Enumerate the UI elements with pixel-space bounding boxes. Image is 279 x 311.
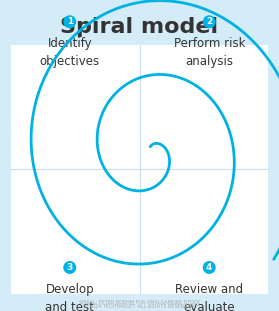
FancyBboxPatch shape xyxy=(11,45,268,294)
Text: SPIRAL: PETER BOEHM FOR AMALGAMORE STOCK: SPIRAL: PETER BOEHM FOR AMALGAMORE STOCK xyxy=(79,300,200,305)
Text: Review and
evaluate: Review and evaluate xyxy=(175,283,243,311)
Text: 1: 1 xyxy=(67,17,73,26)
Text: 3: 3 xyxy=(67,263,73,272)
Text: Identify
objectives: Identify objectives xyxy=(40,37,100,68)
Text: 4: 4 xyxy=(206,263,212,272)
Text: Develop
and test: Develop and test xyxy=(45,283,94,311)
Text: ©2024 TECHTARGET. ALL RIGHTS RESERVED: ©2024 TECHTARGET. ALL RIGHTS RESERVED xyxy=(85,304,194,309)
Text: Perform risk
analysis: Perform risk analysis xyxy=(174,37,245,68)
Text: 2: 2 xyxy=(206,17,212,26)
Text: Spiral model: Spiral model xyxy=(61,17,218,37)
